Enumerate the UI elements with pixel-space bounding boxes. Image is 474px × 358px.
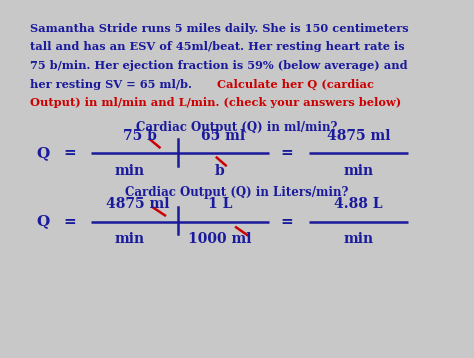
Text: =: = [280, 214, 293, 228]
Text: min: min [344, 164, 374, 178]
Text: Q: Q [36, 146, 50, 160]
Text: 4.88 L: 4.88 L [334, 197, 383, 211]
Text: 4875 ml: 4875 ml [327, 129, 390, 143]
Text: =: = [64, 146, 76, 160]
Text: 4875 ml: 4875 ml [106, 197, 170, 211]
Text: 75 b: 75 b [123, 129, 157, 143]
Text: =: = [280, 146, 293, 160]
Text: 1000 ml: 1000 ml [188, 232, 252, 246]
Text: =: = [64, 214, 76, 228]
Text: 75 b/min. Her ejection fraction is 59% (below average) and: 75 b/min. Her ejection fraction is 59% (… [30, 60, 408, 71]
Text: min: min [115, 164, 145, 178]
Text: Q: Q [36, 214, 50, 228]
Text: Calculate her Q (cardiac: Calculate her Q (cardiac [217, 79, 374, 90]
Text: Cardiac Output (Q) in Liters/min?: Cardiac Output (Q) in Liters/min? [125, 186, 349, 199]
Text: her resting SV = 65 ml/b.: her resting SV = 65 ml/b. [30, 79, 196, 90]
Text: 1 L: 1 L [208, 197, 232, 211]
Text: min: min [115, 232, 145, 246]
Text: b: b [215, 164, 225, 178]
Text: tall and has an ESV of 45ml/beat. Her resting heart rate is: tall and has an ESV of 45ml/beat. Her re… [30, 41, 404, 52]
Text: Cardiac Output (Q) in ml/min?: Cardiac Output (Q) in ml/min? [137, 121, 337, 134]
Text: 65 ml: 65 ml [201, 129, 246, 143]
Text: Output) in ml/min and L/min. (check your answers below): Output) in ml/min and L/min. (check your… [30, 97, 401, 108]
Text: min: min [344, 232, 374, 246]
Text: Samantha Stride runs 5 miles daily. She is 150 centimeters: Samantha Stride runs 5 miles daily. She … [30, 23, 409, 34]
